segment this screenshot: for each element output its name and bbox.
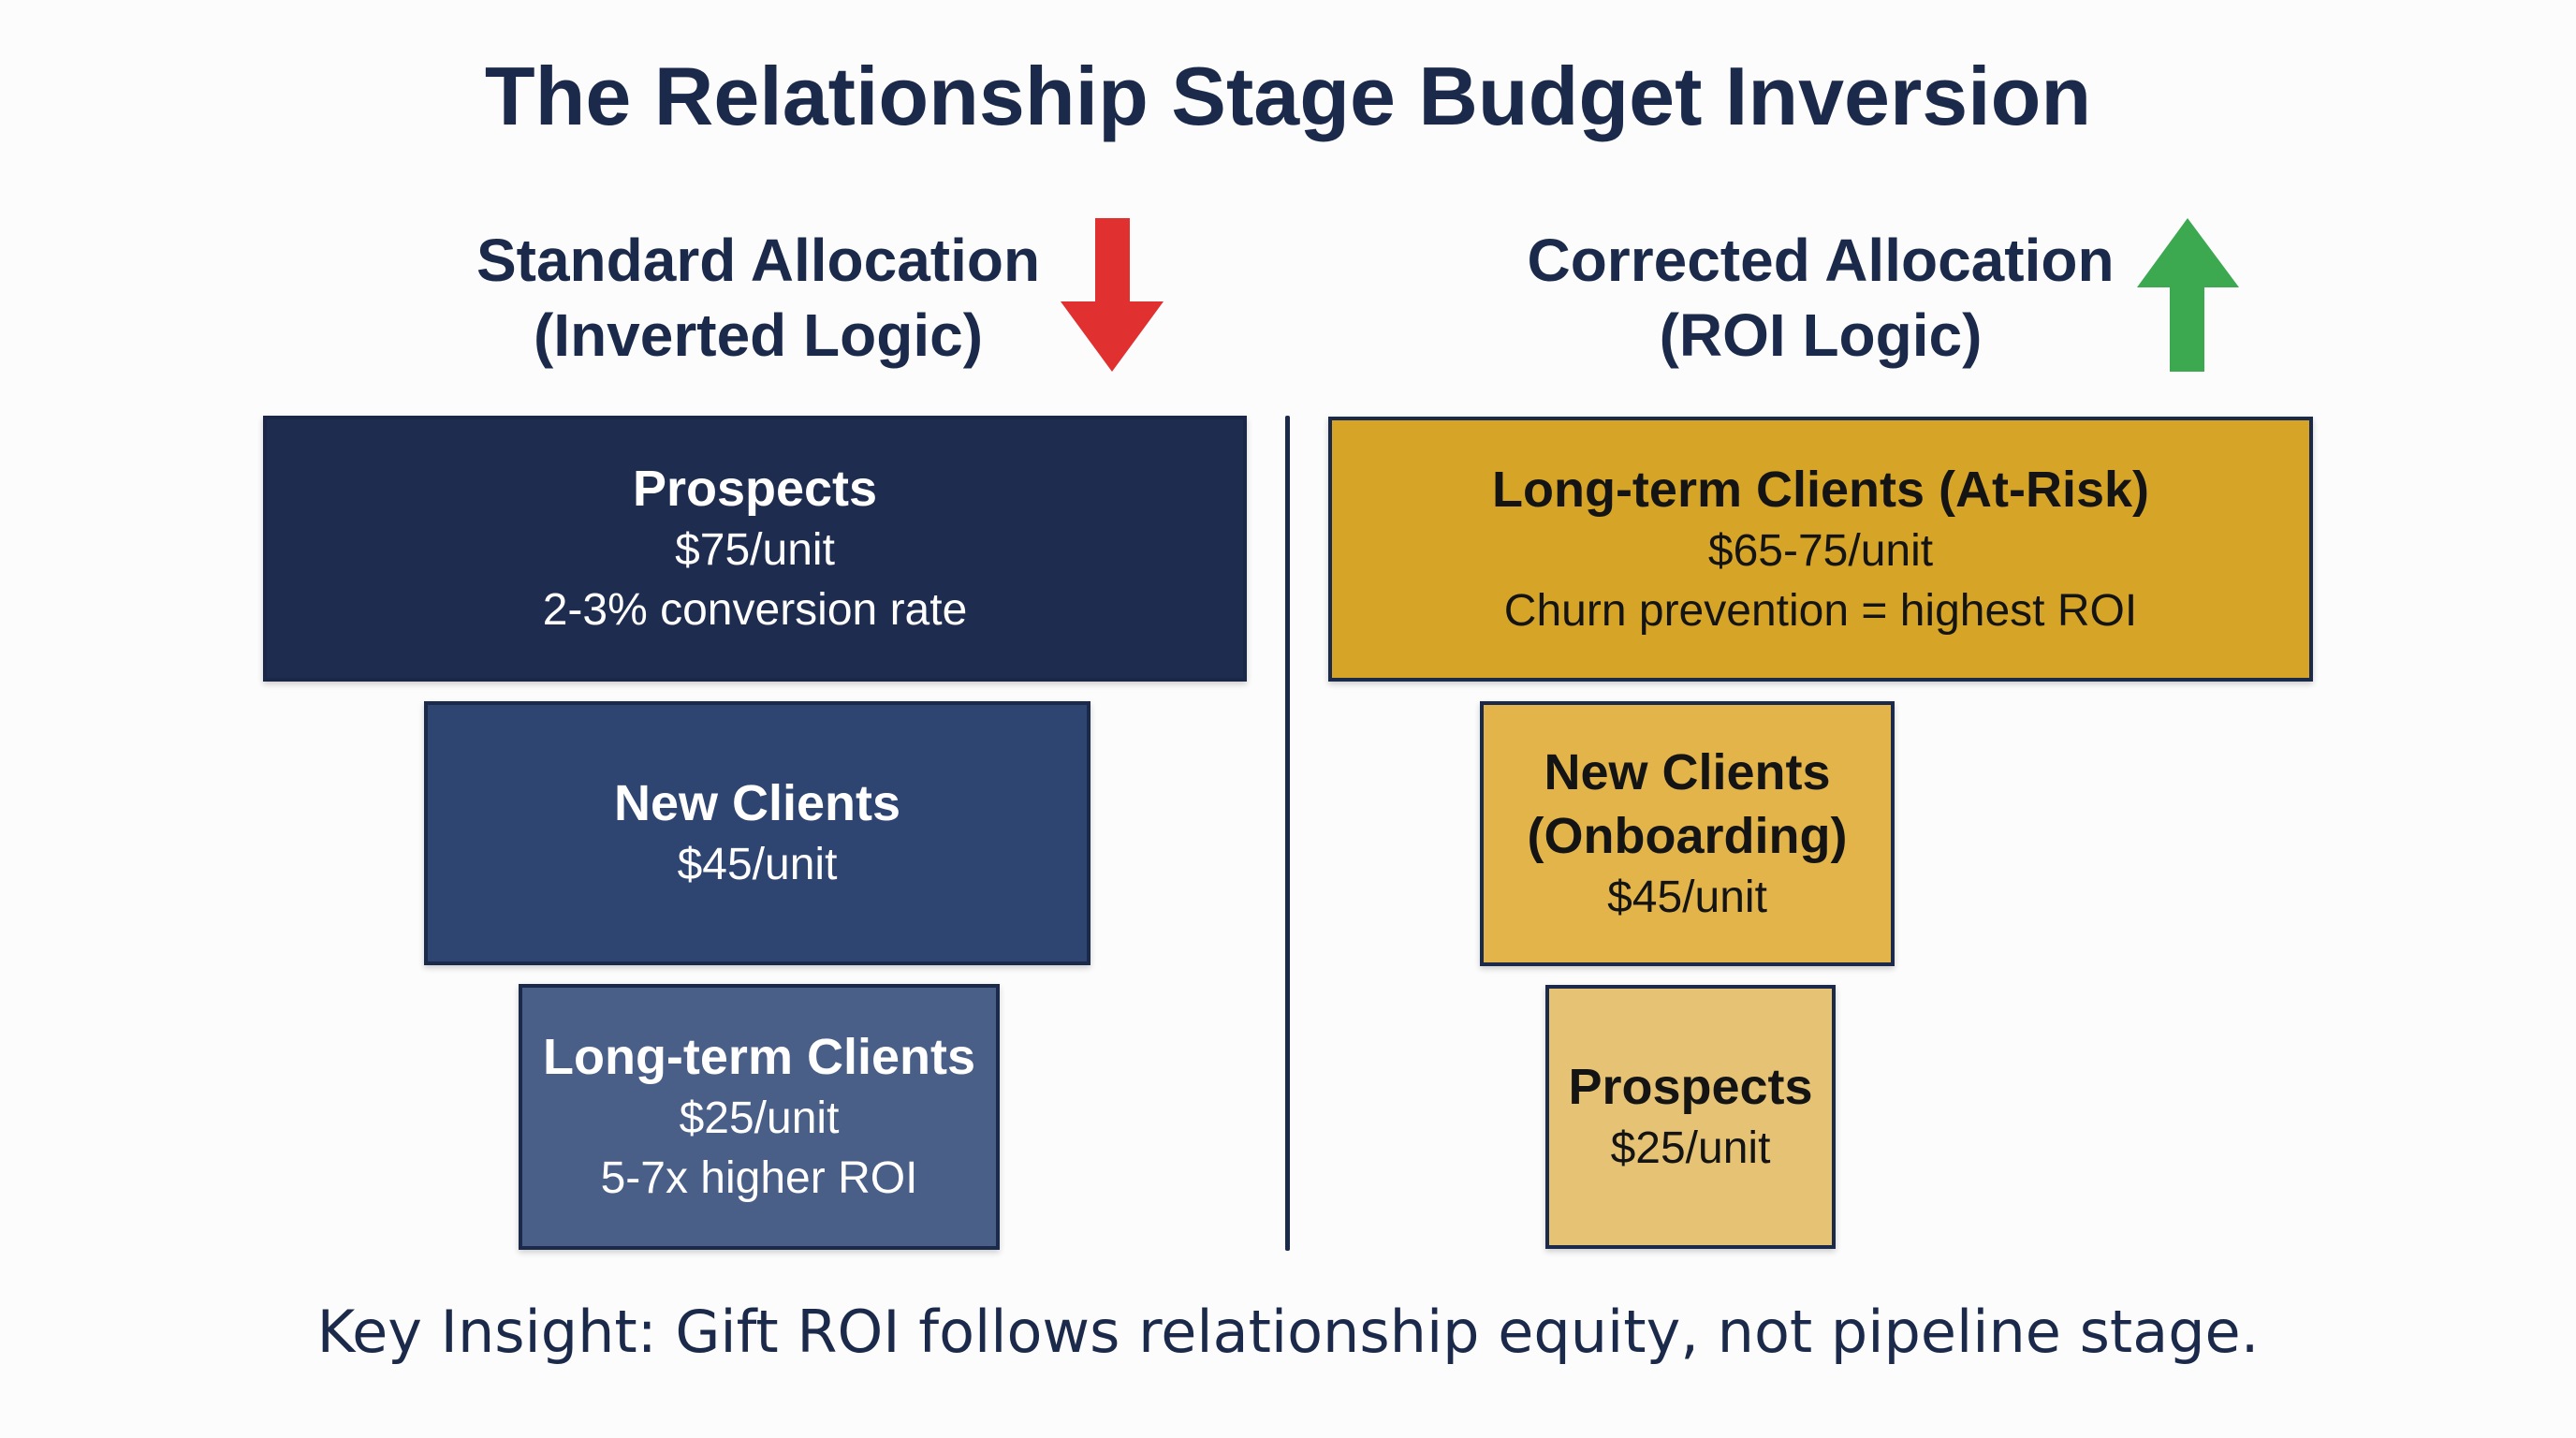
left-header-line1: Standard Allocation <box>476 227 1041 294</box>
left-column-header: Standard Allocation (Inverted Logic) <box>449 223 1067 373</box>
box-cost: $25/unit <box>679 1093 840 1143</box>
box-cost: $65-75/unit <box>1707 525 1934 576</box>
right-box-long-term-clients-at-risk: Long-term Clients (At-Risk) $65-75/unit … <box>1328 417 2313 682</box>
right-box-prospects: Prospects $25/unit <box>1545 985 1836 1249</box>
box-label-line2: (Onboarding) <box>1527 807 1848 864</box>
box-label-line1: New Clients <box>1544 743 1831 800</box>
box-label: Long-term Clients <box>542 1029 975 1085</box>
box-cost: $45/unit <box>677 840 838 889</box>
box-cost: $25/unit <box>1610 1123 1771 1173</box>
box-cost: $45/unit <box>1607 872 1767 922</box>
left-header-line2: (Inverted Logic) <box>533 301 984 369</box>
box-label: Prospects <box>1568 1059 1813 1115</box>
arrow-up-icon <box>2134 215 2247 376</box>
left-box-long-term-clients: Long-term Clients $25/unit 5-7x higher R… <box>519 984 1000 1250</box>
box-label: Prospects <box>632 461 878 517</box>
right-box-new-clients-onboarding: New Clients (Onboarding) $45/unit <box>1480 701 1895 966</box>
box-note: Churn prevention = highest ROI <box>1503 585 2138 636</box>
arrow-down-icon <box>1056 215 1168 376</box>
right-header-line1: Corrected Allocation <box>1527 227 2115 294</box>
right-column-header: Corrected Allocation (ROI Logic) <box>1498 223 2144 373</box>
box-label: New Clients <box>613 775 901 831</box>
box-label: Long-term Clients (At-Risk) <box>1492 461 2149 518</box>
left-box-new-clients: New Clients $45/unit <box>424 701 1090 965</box>
key-insight: Key Insight: Gift ROI follows relationsh… <box>316 1298 2260 1366</box>
diagram-title: The Relationship Stage Budget Inversion <box>484 50 2092 142</box>
box-note: 5-7x higher ROI <box>600 1153 918 1203</box>
box-cost: $75/unit <box>675 525 835 575</box>
column-divider <box>1285 416 1290 1251</box>
right-header-line2: (ROI Logic) <box>1659 301 1983 369</box>
box-note: 2-3% conversion rate <box>542 585 968 635</box>
left-box-prospects: Prospects $75/unit 2-3% conversion rate <box>263 416 1247 682</box>
